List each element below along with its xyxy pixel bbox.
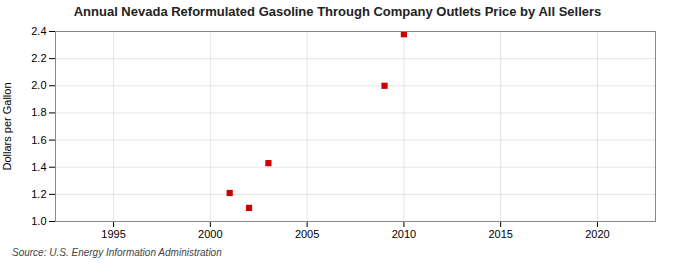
svg-text:1.6: 1.6 (31, 134, 46, 146)
svg-text:Dollars per Gallon: Dollars per Gallon (1, 82, 13, 170)
svg-text:2.2: 2.2 (31, 52, 46, 64)
svg-text:1995: 1995 (101, 228, 125, 240)
html-text:Source: U.S. Energy Informatio: Source: U.S. Energy Information Administ… (12, 247, 222, 258)
svg-text:1.0: 1.0 (31, 215, 46, 227)
svg-text:2000: 2000 (198, 228, 222, 240)
svg-text:1.2: 1.2 (31, 188, 46, 200)
svg-text:2.0: 2.0 (31, 79, 46, 91)
svg-text:1.4: 1.4 (31, 161, 46, 173)
svg-text:2020: 2020 (585, 228, 609, 240)
svg-text:2005: 2005 (295, 228, 319, 240)
svg-text:2015: 2015 (488, 228, 512, 240)
svg-text:2.4: 2.4 (31, 25, 46, 37)
svg-text:2010: 2010 (392, 228, 416, 240)
html-text:Annual Nevada Reformulated Gas: Annual Nevada Reformulated Gasoline Thro… (73, 4, 602, 19)
svg-text:1.8: 1.8 (31, 106, 46, 118)
